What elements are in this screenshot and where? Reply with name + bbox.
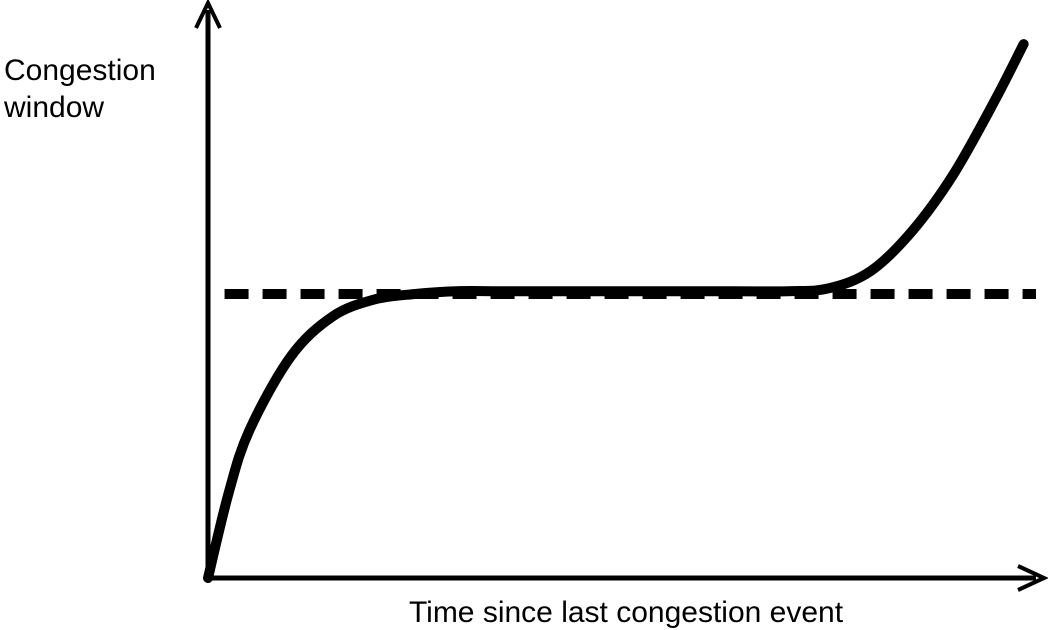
y-axis-arrow-icon [194,0,222,29]
congestion-window-curve [203,39,1029,583]
y-axis-label-line-1: Congestion [4,54,156,87]
x-axis-arrow-icon [1017,564,1048,592]
series-layer [203,39,1036,583]
x-axis-label: Time since last congestion event [409,596,844,629]
y-axis-label-line-2: window [3,91,104,124]
